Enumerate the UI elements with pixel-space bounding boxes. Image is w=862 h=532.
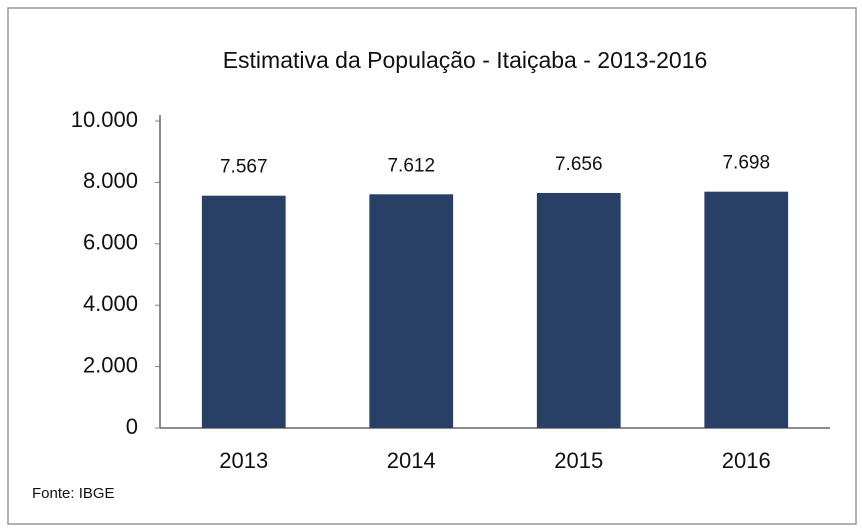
- source-note: Fonte: IBGE: [32, 485, 115, 502]
- data-label: 7.567: [220, 157, 268, 178]
- data-label: 7.698: [722, 153, 770, 174]
- x-tick-label: 2015: [554, 448, 603, 473]
- data-label: 7.612: [387, 155, 435, 176]
- y-tick-label: 0: [126, 414, 138, 439]
- bar: [369, 194, 454, 428]
- chart-title: Estimativa da População - Itaiçaba - 201…: [223, 47, 708, 73]
- y-tick-label: 6.000: [83, 230, 138, 255]
- bar: [704, 191, 789, 428]
- y-tick-label: 2.000: [83, 352, 138, 377]
- y-tick-label: 4.000: [83, 291, 138, 316]
- bar: [201, 195, 286, 428]
- data-label: 7.656: [555, 154, 603, 175]
- x-tick-label: 2013: [219, 448, 268, 473]
- y-tick-label: 8.000: [83, 168, 138, 193]
- y-tick-label: 10.000: [71, 107, 138, 132]
- x-tick-label: 2016: [722, 448, 771, 473]
- x-tick-label: 2014: [387, 448, 436, 473]
- bar: [536, 192, 621, 428]
